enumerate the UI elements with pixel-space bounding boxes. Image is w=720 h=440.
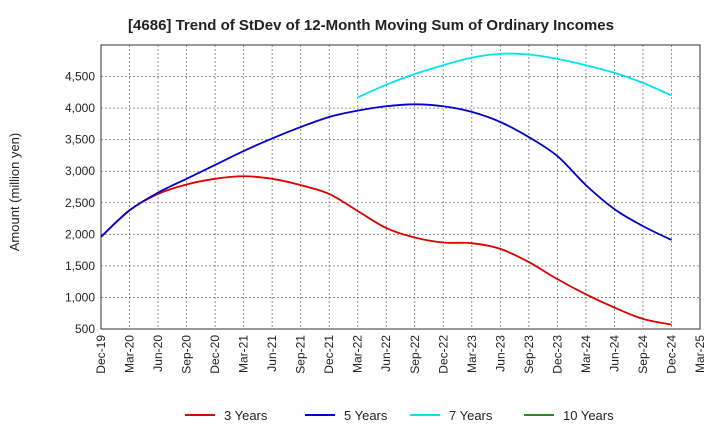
x-tick-label: Sep-22 xyxy=(408,335,422,374)
x-tick-label: Dec-24 xyxy=(664,335,678,374)
legend-label-5-years: 5 Years xyxy=(344,408,388,423)
x-tick-label: Dec-21 xyxy=(322,335,336,374)
x-tick-label: Mar-24 xyxy=(579,335,593,373)
grid-layer xyxy=(101,45,700,329)
y-tick-label: 1,000 xyxy=(65,290,95,304)
x-tick-label: Dec-19 xyxy=(94,335,108,374)
y-tick-label: 3,500 xyxy=(65,133,95,147)
legend-label-7-years: 7 Years xyxy=(449,408,493,423)
x-tick-label: Sep-23 xyxy=(522,335,536,374)
y-tick-labels: 500 1,000 1,500 2,000 2,500 3,000 3,500 4,000 4,… xyxy=(65,70,95,336)
series-line-5-years xyxy=(100,103,672,241)
x-tick-label: Dec-20 xyxy=(208,335,222,374)
series-layer xyxy=(100,52,672,326)
x-tick-label: Sep-21 xyxy=(294,335,308,374)
x-tick-labels: Dec-19 Mar-20 Jun-20 Sep-20 Dec-20 Mar-21 Jun-… xyxy=(94,335,707,374)
y-tick-label: 2,500 xyxy=(65,196,95,210)
y-tick-label: 2,000 xyxy=(65,227,95,241)
y-tick-label: 4,000 xyxy=(65,101,95,115)
y-tick-label: 3,000 xyxy=(65,164,95,178)
y-tick-label: 1,500 xyxy=(65,259,95,273)
y-tick-label: 4,500 xyxy=(65,70,95,84)
y-axis-label: Amount (million yen) xyxy=(7,133,22,252)
x-tick-label: Mar-21 xyxy=(237,335,251,373)
x-tick-label: Jun-20 xyxy=(151,335,165,372)
x-tick-label: Jun-23 xyxy=(493,335,507,372)
x-tick-label: Mar-22 xyxy=(351,335,365,373)
plot-frame xyxy=(100,44,701,330)
x-tick-label: Jun-22 xyxy=(379,335,393,372)
chart-title: [4686] Trend of StDev of 12-Month Moving… xyxy=(128,17,614,34)
x-tick-label: Mar-23 xyxy=(465,335,479,373)
x-tick-label: Dec-22 xyxy=(436,335,450,374)
legend: 3 Years 5 Years 7 Years 10 Years xyxy=(185,408,614,423)
x-tick-label: Mar-20 xyxy=(123,335,137,373)
x-tick-label: Sep-20 xyxy=(180,335,194,374)
series-line-7-years xyxy=(357,52,672,99)
x-tick-label: Jun-21 xyxy=(265,335,279,372)
legend-label-10-years: 10 Years xyxy=(563,408,614,423)
x-tick-label: Sep-24 xyxy=(636,335,650,374)
x-tick-label: Mar-25 xyxy=(693,335,707,373)
legend-label-3-years: 3 Years xyxy=(224,408,268,423)
series-line-3-years xyxy=(100,175,672,326)
y-tick-label: 500 xyxy=(75,322,95,336)
x-tick-label: Jun-24 xyxy=(607,335,621,372)
x-tick-label: Dec-23 xyxy=(550,335,564,374)
